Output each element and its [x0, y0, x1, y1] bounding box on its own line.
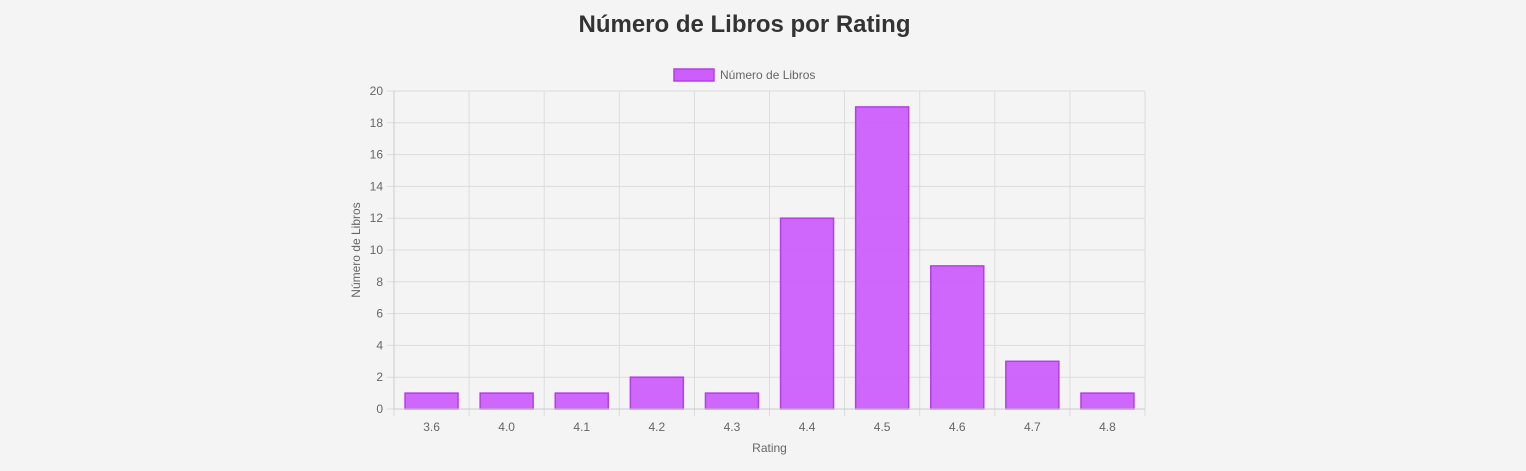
x-tick-label: 4.3: [724, 420, 741, 434]
bar[interactable]: [779, 217, 835, 410]
bar[interactable]: [404, 392, 459, 410]
x-tick-label: 4.1: [573, 420, 590, 434]
legend-label[interactable]: Número de Libros: [720, 68, 815, 82]
y-tick-label: 20: [370, 84, 384, 98]
x-tick-label: 4.2: [649, 420, 666, 434]
page-title: Número de Libros por Rating: [578, 11, 911, 38]
grid-layer: [387, 90, 1146, 416]
x-tick-label: 4.4: [799, 420, 816, 434]
x-tick-label: 3.6: [423, 420, 440, 434]
y-tick-label: 18: [370, 116, 384, 130]
y-tick-label: 14: [370, 179, 384, 193]
bar[interactable]: [704, 392, 760, 410]
bars-layer: [404, 106, 1135, 410]
y-tick-label: 16: [370, 148, 384, 162]
y-tick-label: 6: [376, 307, 383, 321]
axes-layer: 0 2 4 6 8 10 12 14 16 18 20 3.6 4.0 4.1 4.2 4.3 4.4 4.5 4.…: [349, 84, 1145, 455]
x-tick-label: 4.5: [874, 420, 891, 434]
y-axis-title: Número de Libros: [349, 202, 363, 297]
x-tick-label: 4.6: [949, 420, 966, 434]
y-tick-label: 8: [376, 275, 383, 289]
y-tick-label: 10: [370, 243, 384, 257]
legend[interactable]: Número de Libros: [673, 68, 815, 82]
bar[interactable]: [1005, 360, 1060, 410]
bar[interactable]: [854, 106, 910, 410]
bar[interactable]: [629, 376, 685, 410]
y-tick-label: 12: [370, 211, 384, 225]
x-tick-label: 4.8: [1099, 420, 1116, 434]
bar[interactable]: [1080, 392, 1135, 410]
x-tick-label: 4.0: [498, 420, 515, 434]
legend-swatch[interactable]: [673, 68, 715, 82]
y-tick-label: 4: [376, 338, 383, 352]
x-tick-label: 4.7: [1024, 420, 1041, 434]
bar[interactable]: [479, 392, 534, 410]
bar[interactable]: [554, 392, 609, 410]
bar[interactable]: [930, 265, 985, 410]
x-axis-title: Rating: [752, 441, 787, 455]
y-tick-label: 2: [376, 370, 383, 384]
y-tick-label: 0: [376, 402, 383, 416]
